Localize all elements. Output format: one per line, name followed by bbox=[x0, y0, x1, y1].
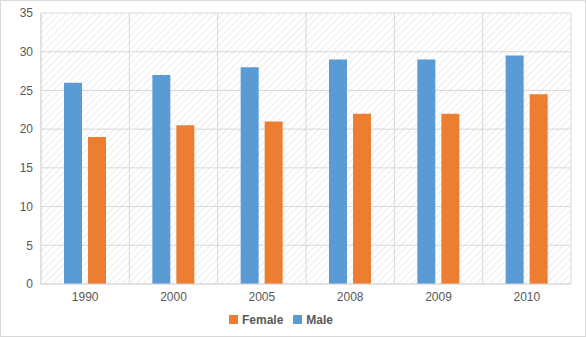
svg-text:35: 35 bbox=[20, 6, 34, 20]
svg-text:20: 20 bbox=[20, 122, 34, 136]
svg-text:25: 25 bbox=[20, 84, 34, 98]
html-text:Male: Male bbox=[306, 313, 333, 327]
svg-text:30: 30 bbox=[20, 45, 34, 59]
svg-text:2010: 2010 bbox=[513, 290, 540, 304]
svg-text:1990: 1990 bbox=[72, 290, 99, 304]
html-text:Female: Female bbox=[242, 313, 284, 327]
svg-text:10: 10 bbox=[20, 200, 34, 214]
svg-text:2008: 2008 bbox=[337, 290, 364, 304]
svg-text:15: 15 bbox=[20, 161, 34, 175]
svg-text:5: 5 bbox=[26, 239, 33, 253]
svg-text:2005: 2005 bbox=[248, 290, 275, 304]
svg-text:2009: 2009 bbox=[425, 290, 452, 304]
svg-text:0: 0 bbox=[26, 277, 33, 291]
svg-text:2000: 2000 bbox=[160, 290, 187, 304]
